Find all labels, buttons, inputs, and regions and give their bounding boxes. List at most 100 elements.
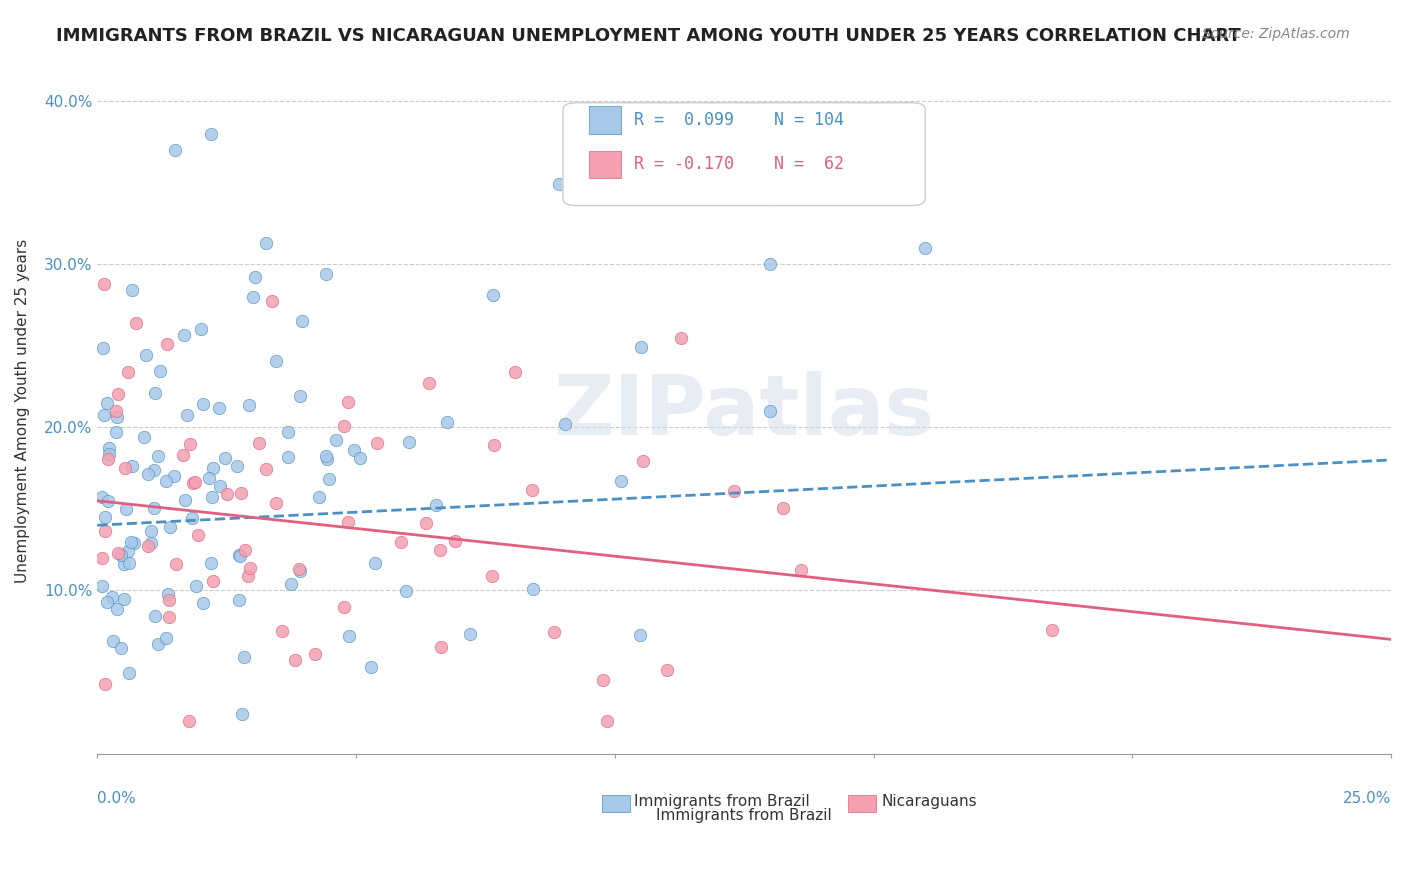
Text: R = -0.170    N =  62: R = -0.170 N = 62 <box>634 155 844 173</box>
Point <box>163 468 186 483</box>
Point <box>655 663 678 677</box>
Point <box>187 528 209 542</box>
Point <box>208 401 231 416</box>
Bar <box>602 795 630 812</box>
Point <box>138 467 160 482</box>
Point <box>759 404 782 418</box>
Text: R =  0.099    N = 104: R = 0.099 N = 104 <box>634 111 844 129</box>
Point <box>114 460 136 475</box>
Point <box>103 633 125 648</box>
Point <box>176 408 198 422</box>
Point <box>315 449 337 463</box>
Point <box>200 127 222 141</box>
Point <box>254 235 277 250</box>
Bar <box>848 795 876 812</box>
Point <box>233 649 256 664</box>
Point <box>628 627 651 641</box>
Bar <box>589 151 621 178</box>
Point <box>143 386 166 401</box>
Point <box>96 594 118 608</box>
Point <box>548 177 571 191</box>
Point <box>260 294 283 309</box>
Point <box>143 609 166 624</box>
Point <box>112 591 135 606</box>
Point <box>148 449 170 463</box>
Point <box>159 610 181 624</box>
Point <box>120 535 142 549</box>
Point <box>429 542 451 557</box>
Point <box>291 314 314 328</box>
Point <box>174 493 197 508</box>
Point <box>609 475 631 489</box>
Point <box>142 463 165 477</box>
Point <box>97 451 120 466</box>
Point <box>96 396 118 410</box>
Point <box>94 677 117 691</box>
Point <box>631 454 654 468</box>
Point <box>118 557 141 571</box>
Point <box>100 590 122 604</box>
Point <box>91 550 114 565</box>
Point <box>430 640 453 655</box>
Point <box>1040 624 1063 638</box>
Point <box>325 433 347 447</box>
Point <box>247 436 270 450</box>
Point <box>280 576 302 591</box>
Point <box>149 364 172 378</box>
Point <box>156 337 179 351</box>
Text: Source: ZipAtlas.com: Source: ZipAtlas.com <box>1202 27 1350 41</box>
Point <box>157 592 180 607</box>
Point <box>181 476 204 491</box>
Point <box>277 450 299 465</box>
Point <box>179 714 201 728</box>
Point <box>425 498 447 512</box>
Point <box>184 475 207 490</box>
Point <box>336 395 359 409</box>
Text: Immigrants from Brazil: Immigrants from Brazil <box>634 794 810 809</box>
Point <box>290 389 312 403</box>
Point <box>201 490 224 504</box>
Text: IMMIGRANTS FROM BRAZIL VS NICARAGUAN UNEMPLOYMENT AMONG YOUTH UNDER 25 YEARS COR: IMMIGRANTS FROM BRAZIL VS NICARAGUAN UNE… <box>56 27 1241 45</box>
Point <box>554 417 576 431</box>
Point <box>520 483 543 498</box>
Point <box>191 397 214 411</box>
Point <box>398 434 420 449</box>
Point <box>759 257 782 271</box>
Point <box>630 340 652 354</box>
Text: 25.0%: 25.0% <box>1343 791 1391 806</box>
Point <box>395 584 418 599</box>
Point <box>366 436 388 450</box>
Point <box>124 536 146 550</box>
Point <box>91 491 114 505</box>
Point <box>136 539 159 553</box>
Point <box>238 569 260 583</box>
Point <box>360 659 382 673</box>
Point <box>482 287 505 301</box>
Point <box>121 283 143 297</box>
Point <box>229 549 252 563</box>
Point <box>436 415 458 429</box>
Point <box>91 579 114 593</box>
FancyBboxPatch shape <box>562 103 925 205</box>
Point <box>93 509 115 524</box>
Point <box>201 461 224 475</box>
Point <box>391 534 413 549</box>
Point <box>112 557 135 571</box>
Point <box>105 425 128 439</box>
Point <box>118 665 141 680</box>
Point <box>318 472 340 486</box>
Point <box>107 409 129 424</box>
Point <box>215 487 238 501</box>
Point <box>139 524 162 538</box>
Text: Immigrants from Brazil: Immigrants from Brazil <box>657 808 832 823</box>
Point <box>772 501 794 516</box>
Point <box>155 632 177 646</box>
Point <box>288 564 311 578</box>
Point <box>93 409 115 423</box>
Point <box>117 543 139 558</box>
Point <box>139 536 162 550</box>
Point <box>107 386 129 401</box>
Point <box>543 624 565 639</box>
Point <box>231 707 253 722</box>
Point <box>105 601 128 615</box>
